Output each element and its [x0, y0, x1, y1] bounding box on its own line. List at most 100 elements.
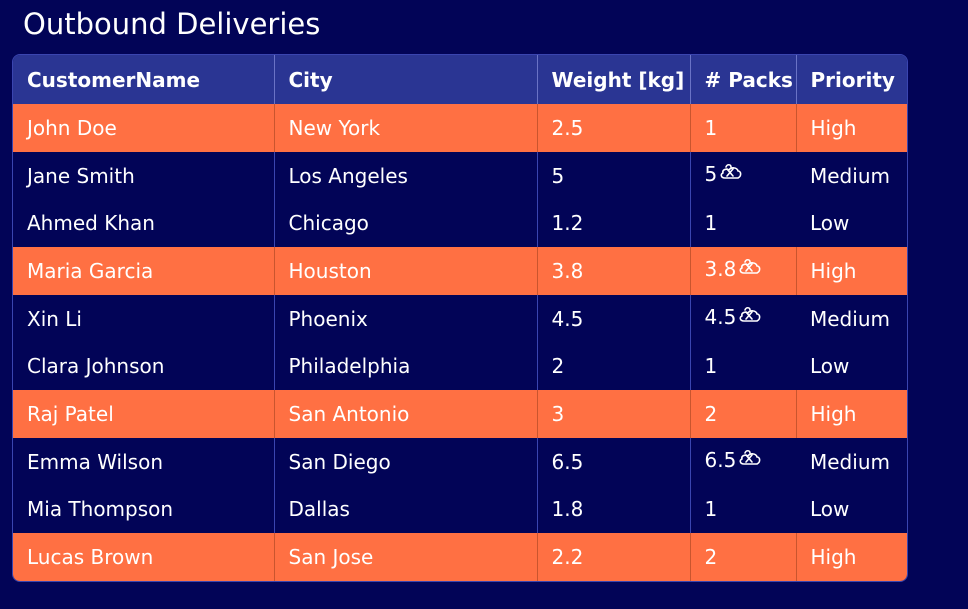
- cell-customer-name: John Doe: [13, 104, 275, 152]
- cell-packs: 4.5: [689, 294, 796, 343]
- cell-weight-text: 5: [551, 163, 565, 188]
- cell-packs-text: 6.5: [704, 448, 737, 473]
- cell-weight: 6.5: [536, 437, 690, 486]
- cell-customer-name: Clara Johnson: [13, 342, 274, 390]
- cell-packs: 3.8: [690, 247, 797, 295]
- cell-weight-text: 2.5: [551, 115, 584, 140]
- cell-packs-text: 1: [704, 115, 718, 140]
- cell-weight: 4.5: [536, 294, 690, 343]
- cell-weight-text: 3: [551, 401, 565, 426]
- column-header-priority[interactable]: Priority: [810, 67, 895, 92]
- cell-packs-text: 5: [704, 162, 718, 187]
- broken-pack-icon: [737, 256, 763, 285]
- table-row[interactable]: John Doe New York 2.5 1 High: [13, 104, 907, 152]
- cell-priority: Medium: [796, 438, 907, 486]
- cell-weight-text: 1.2: [551, 211, 584, 236]
- cell-city: Philadelphia: [273, 342, 537, 391]
- cell-city: Los Angeles: [273, 151, 537, 200]
- table-row[interactable]: Ahmed Khan Chicago 1.2 1 Low: [13, 199, 907, 248]
- cell-weight: 1.8: [536, 485, 690, 534]
- cell-customer-name: Lucas Brown: [13, 533, 275, 581]
- table-header-row: CustomerName City Weight [kg] # Packs Pr…: [13, 55, 907, 104]
- cell-priority: Low: [796, 199, 907, 247]
- cell-customer-name: Raj Patel: [13, 390, 275, 438]
- cell-priority: High: [796, 533, 907, 581]
- deliveries-table: CustomerName City Weight [kg] # Packs Pr…: [12, 54, 908, 582]
- column-header-city[interactable]: City: [274, 55, 538, 104]
- table-row[interactable]: Raj Patel San Antonio 3 2 High: [13, 390, 907, 438]
- cell-weight: 2.2: [537, 533, 691, 581]
- cell-priority: Medium: [796, 295, 907, 343]
- cell-customer-name-text: Jane Smith: [27, 163, 135, 188]
- broken-pack-icon: [737, 447, 763, 476]
- cell-customer-name-text: Xin Li: [27, 306, 82, 331]
- cell-customer-name: Xin Li: [13, 295, 274, 343]
- cell-city-text: Los Angeles: [288, 163, 408, 188]
- cell-city-text: San Diego: [288, 449, 391, 474]
- cell-packs: 1: [689, 199, 796, 248]
- cell-priority: High: [796, 104, 907, 152]
- cell-weight: 2: [536, 342, 690, 391]
- cell-city: San Diego: [273, 437, 537, 486]
- broken-pack-icon: [737, 304, 763, 333]
- cell-weight: 3: [537, 390, 691, 438]
- cell-priority: Medium: [796, 152, 907, 200]
- cell-priority: Low: [796, 486, 907, 534]
- cell-customer-name: Emma Wilson: [13, 438, 274, 486]
- cell-packs-text: 1: [704, 354, 718, 379]
- cell-weight: 5: [536, 151, 690, 200]
- cell-city: Phoenix: [273, 294, 537, 343]
- cell-city-text: New York: [288, 115, 381, 140]
- cell-packs: 1: [690, 104, 797, 152]
- cell-customer-name: Maria Garcia: [13, 247, 275, 295]
- cell-priority-text: Medium: [810, 449, 890, 474]
- cell-packs: 2: [690, 390, 797, 438]
- cell-city: San Jose: [274, 533, 538, 581]
- broken-pack-icon: [718, 161, 744, 190]
- cell-customer-name: Ahmed Khan: [13, 199, 274, 247]
- cell-weight: 3.8: [537, 247, 691, 295]
- cell-packs-text: 2: [704, 545, 718, 570]
- cell-city-text: San Antonio: [288, 401, 410, 426]
- cell-customer-name-text: John Doe: [27, 115, 117, 140]
- table-row[interactable]: Xin Li Phoenix 4.5 4.5 Medium: [13, 294, 907, 343]
- table-row[interactable]: Emma Wilson San Diego 6.5 6.5 Medium: [13, 437, 907, 486]
- cell-packs-text: 4.5: [704, 305, 737, 330]
- cell-customer-name-text: Maria Garcia: [27, 258, 154, 283]
- column-header-customer-name[interactable]: CustomerName: [13, 55, 275, 104]
- cell-packs: 1: [689, 342, 796, 391]
- cell-city: New York: [274, 104, 538, 152]
- column-header-weight[interactable]: Weight [kg]: [537, 55, 691, 104]
- cell-packs: 6.5: [689, 437, 796, 486]
- cell-city-text: Houston: [288, 258, 372, 283]
- cell-packs-text: 3.8: [704, 257, 737, 282]
- cell-city: Dallas: [273, 485, 537, 534]
- cell-customer-name-text: Mia Thompson: [27, 497, 174, 522]
- cell-customer-name-text: Clara Johnson: [27, 354, 165, 379]
- column-header-packs[interactable]: # Packs: [690, 55, 797, 104]
- cell-weight: 1.2: [536, 199, 690, 248]
- cell-priority: Low: [796, 342, 907, 390]
- cell-priority-text: Low: [810, 497, 850, 522]
- cell-packs-text: 1: [704, 497, 718, 522]
- table-row[interactable]: Mia Thompson Dallas 1.8 1 Low: [13, 485, 907, 534]
- cell-city: Houston: [274, 247, 538, 295]
- cell-city-text: San Jose: [288, 545, 374, 570]
- cell-city: San Antonio: [274, 390, 538, 438]
- table-row[interactable]: Jane Smith Los Angeles 5 5 Medium: [13, 151, 907, 200]
- cell-customer-name: Jane Smith: [13, 152, 274, 200]
- cell-packs: 1: [689, 485, 796, 534]
- cell-packs-text: 2: [704, 401, 718, 426]
- cell-priority: High: [796, 390, 907, 438]
- cell-city-text: Philadelphia: [288, 354, 411, 379]
- table-row[interactable]: Clara Johnson Philadelphia 2 1 Low: [13, 342, 907, 391]
- table-row[interactable]: Maria Garcia Houston 3.8 3.8 High: [13, 247, 907, 295]
- cell-packs: 2: [690, 533, 797, 581]
- cell-priority-text: High: [810, 401, 857, 426]
- cell-priority-text: High: [810, 115, 857, 140]
- cell-city-text: Chicago: [288, 211, 369, 236]
- cell-customer-name-text: Lucas Brown: [27, 545, 154, 570]
- table-row[interactable]: Lucas Brown San Jose 2.2 2 High: [13, 533, 907, 581]
- cell-customer-name-text: Ahmed Khan: [27, 211, 155, 236]
- cell-weight: 2.5: [537, 104, 691, 152]
